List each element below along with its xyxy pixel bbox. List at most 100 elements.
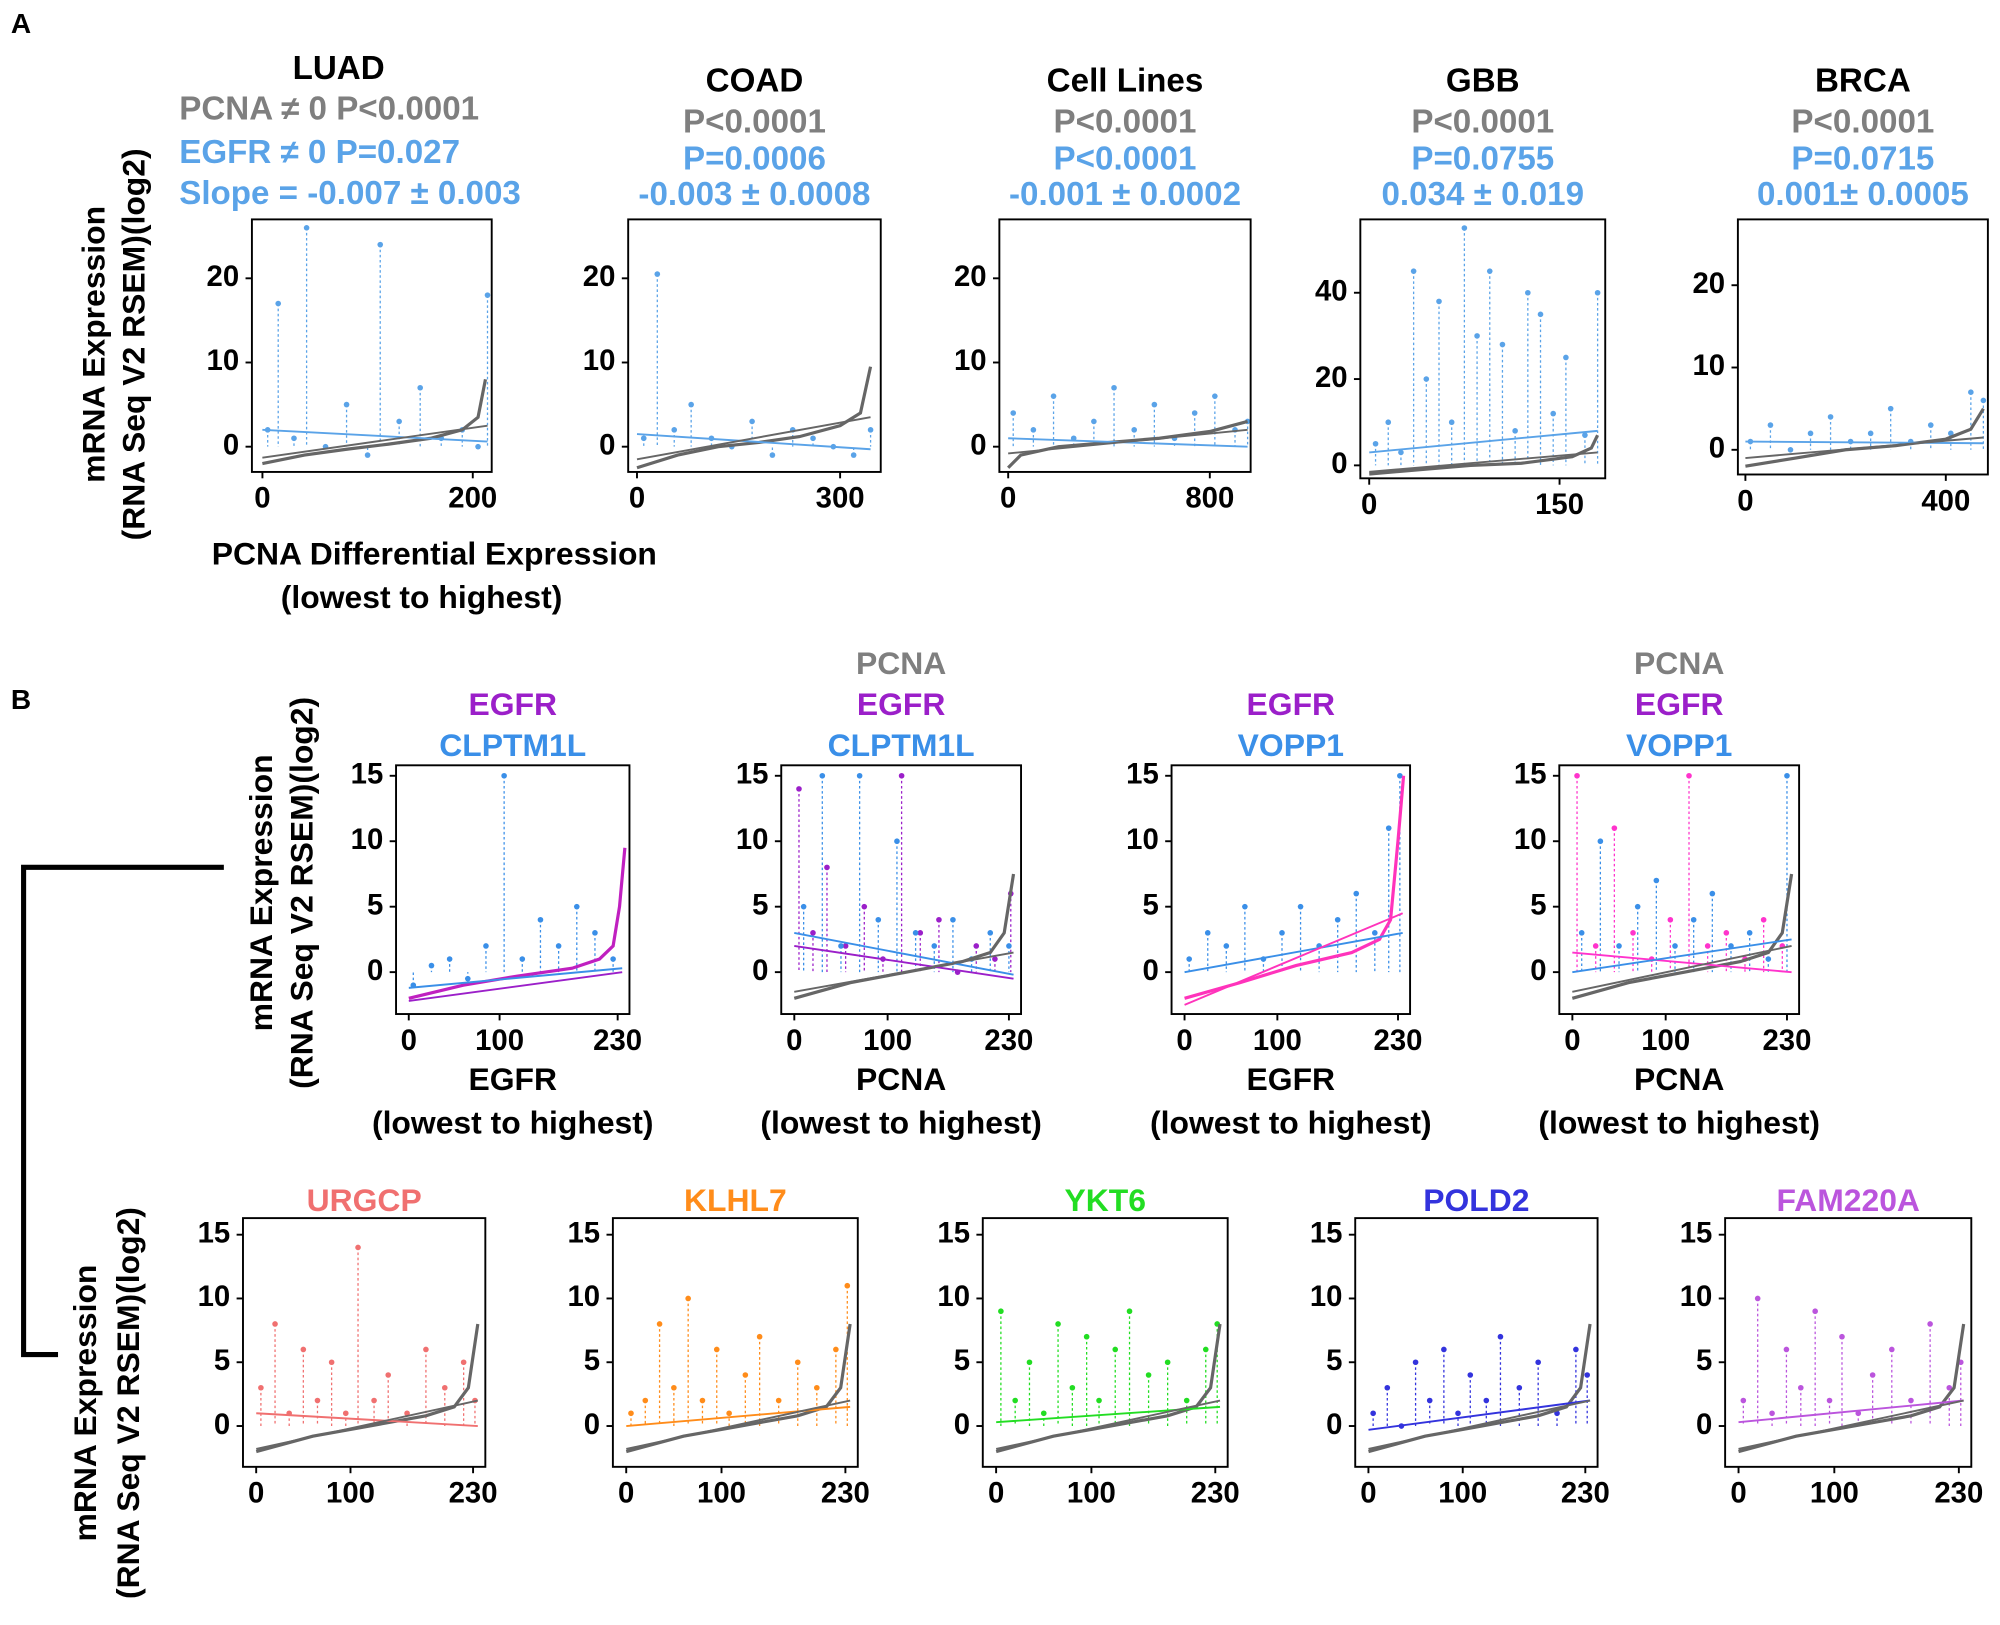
bracket (21, 864, 224, 1358)
x-tick-label: 100 (1438, 1477, 1487, 1510)
plot-frame (780, 764, 1023, 1015)
x-tick-label: 230 (1763, 1024, 1812, 1057)
point (1704, 943, 1711, 949)
point (1535, 1359, 1541, 1366)
x-tick-label: 300 (816, 482, 865, 515)
point (314, 1397, 321, 1404)
point (1353, 890, 1360, 897)
x-tick-label: 0 (1564, 1024, 1580, 1057)
point (775, 1397, 782, 1404)
point (364, 452, 371, 458)
point (1423, 376, 1430, 382)
trend-line (636, 433, 871, 451)
plot-frame (1558, 764, 1801, 1015)
point (1616, 943, 1622, 949)
point (1385, 419, 1392, 426)
chart-title: EGFR (468, 686, 557, 722)
x-tick-label: 230 (449, 1477, 498, 1510)
y-tick-label: 15 (736, 758, 769, 791)
point (642, 1397, 649, 1404)
point (950, 916, 956, 923)
chart-title: POLD2 (1423, 1182, 1529, 1218)
point (1826, 1397, 1833, 1404)
point (1968, 389, 1974, 396)
trend-line (626, 1399, 851, 1450)
point (973, 943, 980, 949)
point (396, 418, 402, 425)
point (713, 1346, 720, 1353)
trend-line (1369, 429, 1598, 454)
point (1096, 1397, 1102, 1404)
y-tick-label: 10 (937, 1280, 970, 1313)
chart-title: URGCP (307, 1182, 422, 1218)
y-tick-label: 5 (1142, 888, 1158, 921)
y-tick-label: 15 (351, 758, 384, 791)
y-tick-label: 15 (1126, 758, 1159, 791)
point (1186, 956, 1192, 962)
point (1191, 410, 1198, 416)
chart-title: P<0.0001 (1791, 103, 1934, 140)
x-tick-label: 0 (1176, 1024, 1192, 1057)
y-tick-label: 20 (583, 260, 616, 293)
point (484, 292, 491, 298)
trend-line (794, 951, 1014, 993)
point (810, 435, 816, 442)
point (838, 943, 844, 949)
point (850, 452, 857, 458)
trend-line (1738, 1399, 1964, 1424)
x-tick-label: 0 (254, 482, 270, 515)
x-tick-label: 0 (1730, 1477, 1746, 1510)
x-tick-label: 0 (1737, 484, 1753, 517)
point (1537, 311, 1544, 318)
y-tick-label: 20 (954, 260, 987, 293)
point (1223, 943, 1230, 949)
point (1091, 418, 1097, 425)
point (1582, 432, 1588, 438)
point (1083, 1333, 1090, 1340)
x-tick-label: 230 (984, 1024, 1033, 1057)
point (1467, 1372, 1474, 1378)
point (1611, 825, 1618, 831)
trend-line (794, 944, 1014, 980)
point (1525, 289, 1531, 296)
trend-line (636, 416, 871, 461)
point (1592, 943, 1599, 949)
y-tick-label: 0 (1142, 954, 1158, 987)
x-tick-label: 0 (786, 1024, 802, 1057)
point (1634, 903, 1641, 910)
trend-line (1368, 1399, 1591, 1431)
y-axis-title: mRNA Expression (67, 1265, 103, 1542)
point (1204, 930, 1211, 936)
point (1436, 298, 1442, 305)
chart-title: P=0.0715 (1791, 140, 1934, 177)
chart-title: EGFR (1635, 686, 1724, 722)
point (671, 427, 678, 433)
point (423, 1346, 429, 1353)
trend-line (1572, 938, 1792, 974)
point (610, 956, 616, 962)
point (1760, 916, 1767, 923)
sorted-curve (636, 366, 873, 470)
y-tick-label: 0 (367, 954, 383, 987)
point (1839, 1333, 1845, 1340)
chart-title: P<0.0001 (683, 103, 826, 140)
y-axis-title: (RNA Seq V2 RSEM)(log2) (115, 148, 151, 540)
point (936, 916, 942, 923)
point (343, 401, 350, 408)
y-tick-label: 5 (1326, 1344, 1342, 1377)
point (1006, 943, 1012, 949)
point (1499, 341, 1506, 348)
x-axis-title: EGFR (468, 1061, 557, 1097)
x-tick-label: 0 (248, 1477, 264, 1510)
plot-frame (395, 764, 631, 1015)
point (1574, 772, 1580, 779)
x-axis-title: (lowest to highest) (281, 579, 563, 615)
point (656, 1321, 663, 1327)
y-tick-label: 15 (198, 1216, 231, 1249)
trend-line (1369, 451, 1598, 473)
point (1242, 903, 1248, 910)
point (1584, 1372, 1591, 1378)
point (446, 956, 453, 962)
chart-title: KLHL7 (684, 1182, 787, 1218)
